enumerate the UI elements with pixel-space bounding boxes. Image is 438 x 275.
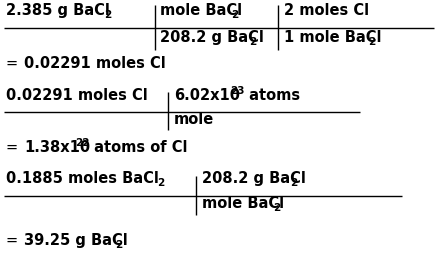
Text: 2: 2: [230, 10, 238, 20]
Text: 1.38x10: 1.38x10: [24, 140, 90, 155]
Text: 2: 2: [248, 37, 256, 47]
Text: 6.02x10: 6.02x10: [173, 88, 240, 103]
Text: 0.1885 moles BaCl: 0.1885 moles BaCl: [6, 171, 159, 186]
Text: 2: 2: [272, 203, 279, 213]
Text: atoms: atoms: [244, 88, 300, 103]
Text: 1 mole BaCl: 1 mole BaCl: [283, 30, 381, 45]
Text: 208.2 g BaCl: 208.2 g BaCl: [201, 171, 305, 186]
Text: 2: 2: [290, 178, 297, 188]
Text: 208.2 g BaCl: 208.2 g BaCl: [159, 30, 263, 45]
Text: =: =: [6, 140, 23, 155]
Text: atoms of Cl: atoms of Cl: [89, 140, 187, 155]
Text: 23: 23: [230, 86, 244, 96]
Text: 2: 2: [157, 178, 164, 188]
Text: 22: 22: [75, 138, 89, 148]
Text: 2.385 g BaCl: 2.385 g BaCl: [6, 3, 110, 18]
Text: 2: 2: [104, 10, 111, 20]
Text: 2: 2: [115, 240, 122, 250]
Text: mole: mole: [173, 112, 214, 127]
Text: 0.02291 moles Cl: 0.02291 moles Cl: [24, 56, 166, 71]
Text: 39.25 g BaCl: 39.25 g BaCl: [24, 233, 127, 248]
Text: 2 moles Cl: 2 moles Cl: [283, 3, 368, 18]
Text: 2: 2: [367, 37, 374, 47]
Text: =: =: [6, 233, 23, 248]
Text: 0.02291 moles Cl: 0.02291 moles Cl: [6, 88, 148, 103]
Text: mole BaCl: mole BaCl: [159, 3, 242, 18]
Text: mole BaCl: mole BaCl: [201, 196, 283, 211]
Text: =: =: [6, 56, 23, 71]
